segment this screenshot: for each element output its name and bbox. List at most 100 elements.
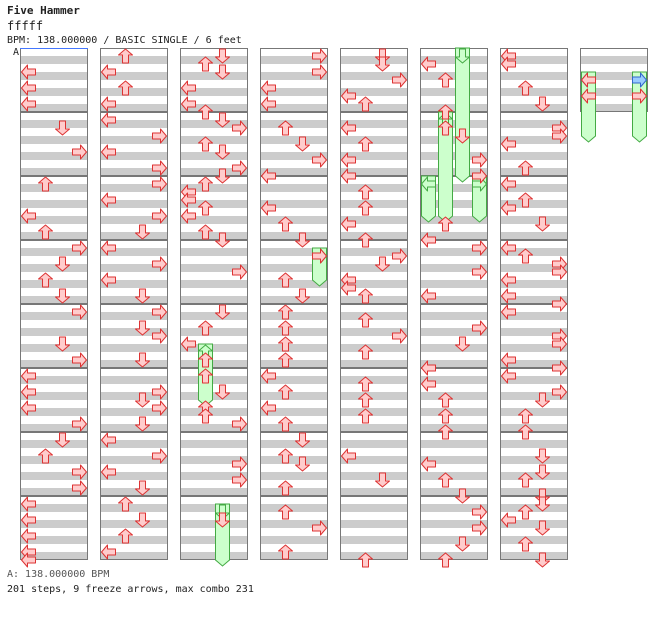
step-arrow	[135, 416, 150, 432]
bpm-marker: A	[13, 47, 20, 58]
step-arrow	[101, 144, 116, 160]
step-arrow	[421, 56, 436, 72]
step-arrow	[358, 376, 373, 392]
step-arrow	[198, 200, 213, 216]
step-arrow	[152, 448, 167, 464]
step-arrow	[135, 320, 150, 336]
step-arrow	[215, 512, 230, 528]
step-arrow	[455, 336, 470, 352]
step-arrow	[421, 456, 436, 472]
step-arrow	[135, 480, 150, 496]
step-arrow	[101, 112, 116, 128]
measure-grid	[20, 48, 648, 560]
step-arrow	[21, 552, 36, 568]
step-arrow	[118, 528, 133, 544]
step-arrow	[101, 272, 116, 288]
step-arrow	[118, 48, 133, 64]
step-arrow	[101, 64, 116, 80]
step-arrow	[21, 208, 36, 224]
step-arrow	[278, 216, 293, 232]
step-arrow	[535, 496, 550, 512]
step-arrow	[181, 192, 196, 208]
step-arrow	[278, 304, 293, 320]
step-arrow	[552, 264, 567, 280]
step-arrow	[295, 136, 310, 152]
step-arrow	[152, 304, 167, 320]
step-arrow	[501, 352, 516, 368]
step-arrow	[312, 152, 327, 168]
step-arrow	[501, 288, 516, 304]
step-arrow	[341, 120, 356, 136]
measure	[20, 176, 88, 240]
step-arrow	[261, 368, 276, 384]
step-arrow	[312, 520, 327, 536]
measure	[260, 368, 328, 432]
step-arrow	[135, 512, 150, 528]
step-arrow	[392, 72, 407, 88]
step-arrow	[198, 408, 213, 424]
chart-info: BPM: 138.000000 / BASIC SINGLE / 6 feet	[7, 35, 242, 46]
measure	[340, 432, 408, 496]
step-arrow	[501, 136, 516, 152]
step-arrow	[312, 64, 327, 80]
step-arrow	[101, 464, 116, 480]
step-arrow	[581, 72, 596, 88]
step-arrow	[152, 128, 167, 144]
step-arrow	[438, 72, 453, 88]
step-arrow	[278, 272, 293, 288]
freeze-arrow	[455, 47, 470, 183]
step-arrow	[501, 200, 516, 216]
freeze-head-arrow	[632, 72, 647, 88]
measure	[500, 304, 568, 368]
step-arrow	[21, 80, 36, 96]
freeze-arrow	[581, 71, 596, 143]
step-arrow	[261, 96, 276, 112]
measure	[260, 112, 328, 176]
step-arrow	[295, 432, 310, 448]
step-arrow	[215, 168, 230, 184]
step-arrow	[198, 352, 213, 368]
step-arrow	[135, 288, 150, 304]
freeze-arrow	[632, 71, 647, 143]
step-arrow	[535, 552, 550, 568]
step-arrow	[55, 432, 70, 448]
step-arrow	[232, 160, 247, 176]
step-arrow	[421, 232, 436, 248]
step-arrow	[295, 456, 310, 472]
step-arrow	[198, 136, 213, 152]
step-arrow	[632, 88, 647, 104]
step-arrow	[518, 248, 533, 264]
step-arrow	[392, 328, 407, 344]
step-arrow	[198, 56, 213, 72]
measure	[340, 240, 408, 304]
measure	[180, 48, 248, 112]
step-arrow	[21, 96, 36, 112]
step-arrow	[375, 56, 390, 72]
freeze-head-arrow	[421, 176, 436, 192]
measure	[500, 496, 568, 560]
step-arrow	[552, 384, 567, 400]
step-arrow	[215, 64, 230, 80]
step-arrow	[152, 176, 167, 192]
step-arrow	[501, 368, 516, 384]
measure	[180, 240, 248, 304]
step-arrow	[312, 48, 327, 64]
step-arrow	[518, 192, 533, 208]
measure	[260, 304, 328, 368]
step-arrow	[472, 504, 487, 520]
step-arrow	[358, 232, 373, 248]
step-arrow	[358, 392, 373, 408]
step-arrow	[358, 184, 373, 200]
step-arrow	[38, 224, 53, 240]
step-arrow	[421, 376, 436, 392]
step-arrow	[232, 456, 247, 472]
step-arrow	[455, 128, 470, 144]
step-arrow	[152, 208, 167, 224]
step-arrow	[535, 96, 550, 112]
step-arrow	[358, 552, 373, 568]
step-arrow	[215, 384, 230, 400]
step-arrow	[341, 448, 356, 464]
step-arrow	[455, 488, 470, 504]
step-arrow	[135, 392, 150, 408]
step-arrow	[472, 320, 487, 336]
